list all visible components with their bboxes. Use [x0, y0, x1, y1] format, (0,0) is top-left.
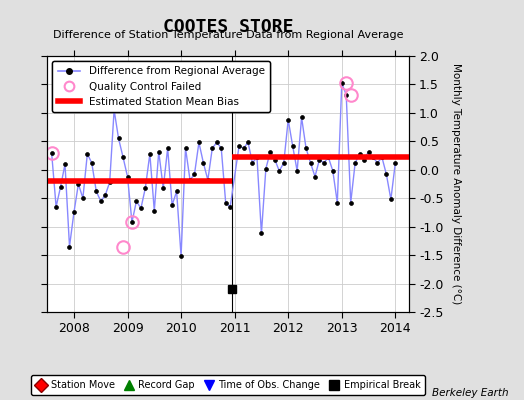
Text: COOTES STORE: COOTES STORE: [162, 18, 293, 36]
Legend: Station Move, Record Gap, Time of Obs. Change, Empirical Break: Station Move, Record Gap, Time of Obs. C…: [31, 376, 425, 395]
Text: Difference of Station Temperature Data from Regional Average: Difference of Station Temperature Data f…: [53, 30, 403, 40]
Y-axis label: Monthly Temperature Anomaly Difference (°C): Monthly Temperature Anomaly Difference (…: [451, 63, 461, 305]
Legend: Difference from Regional Average, Quality Control Failed, Estimated Station Mean: Difference from Regional Average, Qualit…: [52, 61, 270, 112]
Text: Berkeley Earth: Berkeley Earth: [432, 388, 508, 398]
